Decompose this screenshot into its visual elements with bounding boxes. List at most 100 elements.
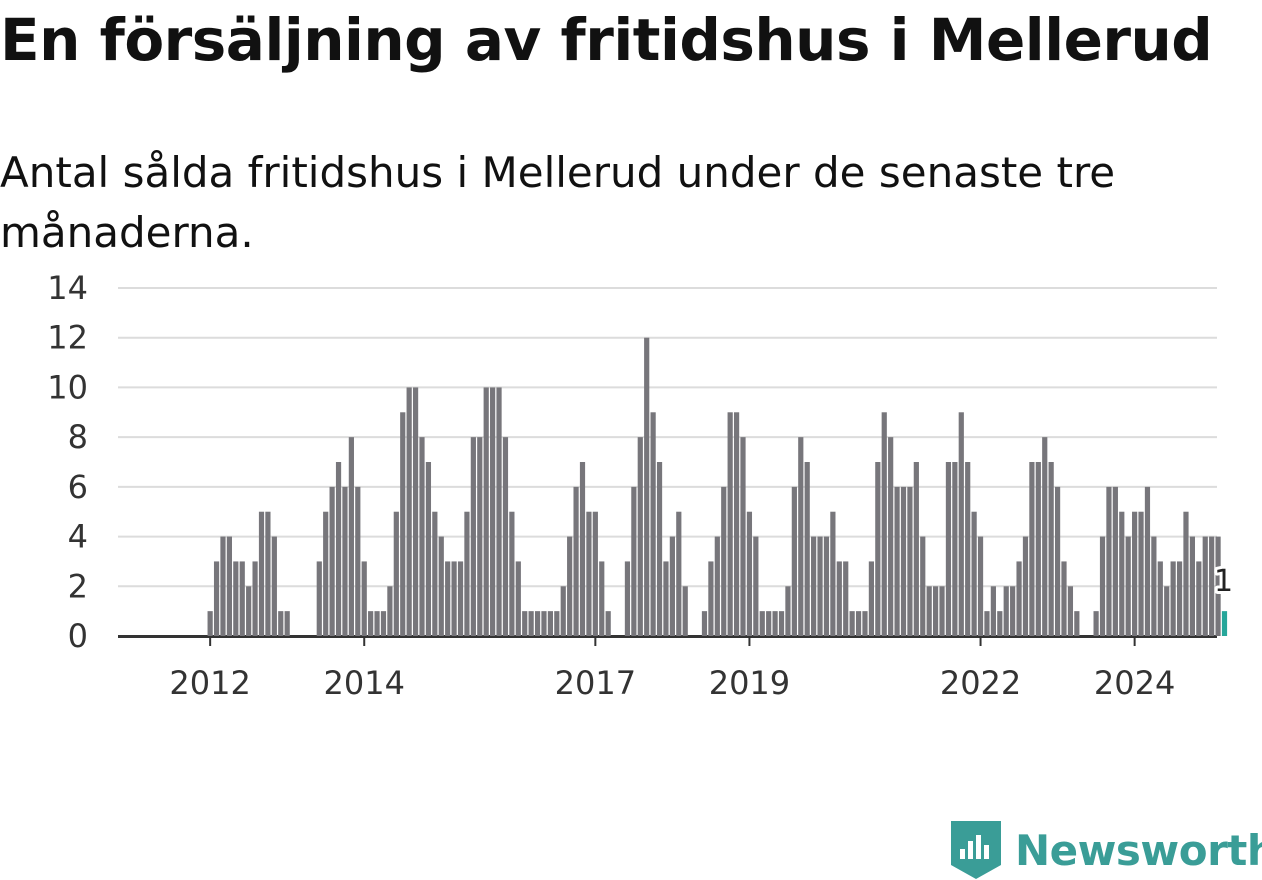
- y-tick-label: 2: [68, 567, 88, 605]
- bar: [374, 611, 380, 636]
- bar: [567, 536, 573, 636]
- bar: [1157, 561, 1163, 636]
- bar: [644, 337, 650, 636]
- bar: [843, 561, 849, 636]
- bar: [881, 412, 887, 636]
- y-tick-label: 12: [47, 319, 88, 357]
- bar: [836, 561, 842, 636]
- x-tick-label: 2017: [555, 664, 636, 702]
- brand-name: Newsworthy: [1015, 825, 1262, 875]
- bar: [772, 611, 778, 636]
- bar: [432, 511, 438, 636]
- bar: [990, 586, 996, 636]
- bar: [984, 611, 990, 636]
- bar: [785, 586, 791, 636]
- bar: [1106, 486, 1112, 636]
- bar: [599, 561, 605, 636]
- bar: [977, 536, 984, 636]
- bar: [342, 486, 348, 636]
- bar: [522, 611, 528, 636]
- bar: [1119, 511, 1125, 636]
- bar: [246, 586, 252, 636]
- bar: [830, 511, 836, 636]
- y-tick-label: 6: [68, 468, 88, 506]
- bar: [425, 462, 432, 636]
- bar: [875, 462, 881, 636]
- bar: [1196, 561, 1202, 636]
- bar: [926, 586, 932, 636]
- bar: [740, 437, 746, 636]
- bar: [233, 561, 239, 636]
- bar: [676, 511, 682, 636]
- brand-logo: Newsworthy: [951, 820, 1262, 880]
- bar: [952, 462, 958, 636]
- bar: [1003, 586, 1009, 636]
- bar: [573, 486, 579, 636]
- y-tick-label: 4: [68, 518, 88, 556]
- bar: [682, 586, 688, 636]
- bar: [258, 511, 265, 636]
- bar: [1125, 536, 1131, 636]
- bar: [213, 561, 220, 636]
- bar: [753, 536, 759, 636]
- bar: [888, 437, 894, 636]
- bar: [766, 611, 772, 636]
- bar: [547, 611, 553, 636]
- bar: [483, 387, 489, 636]
- bar: [592, 511, 598, 636]
- bar: [1029, 462, 1035, 636]
- bar: [265, 511, 271, 636]
- x-tick-label: 2024: [1094, 664, 1175, 702]
- bar: [656, 462, 663, 636]
- bar: [798, 437, 804, 636]
- bar: [534, 611, 541, 636]
- bar: [721, 486, 727, 636]
- bar: [907, 486, 913, 636]
- bar: [862, 611, 868, 636]
- bar: [1054, 486, 1061, 636]
- bar: [971, 511, 977, 636]
- bar: [1042, 437, 1048, 636]
- bar: [323, 511, 329, 636]
- bar: [817, 536, 823, 636]
- bar: [958, 412, 964, 636]
- chart-title: En försäljning av fritidshus i Mellerud: [0, 6, 1213, 74]
- bar: [759, 611, 765, 636]
- bar: [541, 611, 547, 636]
- bar: [811, 536, 817, 636]
- bar: [933, 586, 939, 636]
- bar: [714, 536, 720, 636]
- bar: [791, 486, 797, 636]
- bar: [1209, 536, 1215, 636]
- bar: [624, 561, 631, 636]
- bar: [419, 437, 425, 636]
- bar: [1221, 611, 1228, 636]
- bar: [733, 412, 740, 636]
- x-axis: 2012 2014 2017 2019 2022 2024: [169, 636, 1175, 702]
- bar: [1202, 536, 1208, 636]
- bar: [1022, 536, 1029, 636]
- bar: [746, 511, 753, 636]
- bar: [380, 611, 387, 636]
- bar: [823, 536, 830, 636]
- bar: [1010, 586, 1016, 636]
- bar: [579, 462, 586, 636]
- bar: [1176, 561, 1183, 636]
- bar: [406, 387, 412, 636]
- bar: [239, 561, 245, 636]
- bar: [965, 462, 971, 636]
- newsworthy-logo-icon: [951, 821, 1001, 879]
- bar: [855, 611, 862, 636]
- bar: [778, 611, 785, 636]
- y-tick-label: 8: [68, 418, 88, 456]
- bar: [490, 387, 496, 636]
- bar: [528, 611, 534, 636]
- bar: [1061, 561, 1067, 636]
- bar: [669, 536, 675, 636]
- bar: [316, 561, 322, 636]
- y-tick-label: 0: [68, 617, 88, 655]
- bar: [220, 536, 226, 636]
- bar: [400, 412, 406, 636]
- bar: [701, 611, 708, 636]
- bar: [1132, 511, 1138, 636]
